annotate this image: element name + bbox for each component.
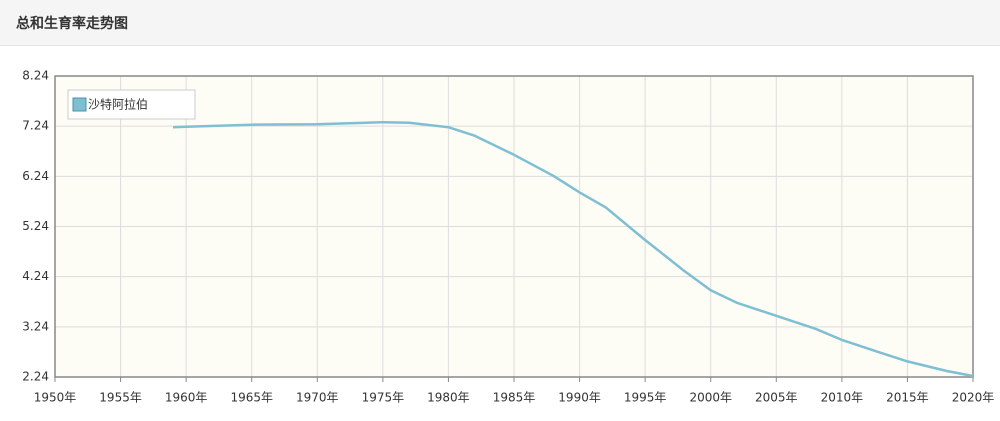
legend-label: 沙特阿拉伯	[88, 97, 148, 112]
y-tick-label: 6.24	[22, 169, 49, 183]
x-tick-label: 1950年	[34, 391, 77, 405]
legend-box	[67, 89, 196, 120]
x-tick-label: 1980年	[427, 391, 470, 405]
y-tick-label: 8.24	[22, 69, 49, 83]
y-tick-label: 3.24	[22, 319, 49, 333]
plot-frame	[54, 75, 974, 378]
x-tick-label: 2020年	[952, 391, 995, 405]
x-tick-label: 2010年	[821, 391, 864, 405]
x-tick-label: 1990年	[558, 391, 601, 405]
x-tick-label: 1995年	[624, 391, 667, 405]
y-tick-label: 2.24	[22, 370, 49, 384]
header: 总和生育率走势图	[0, 0, 1000, 46]
y-tick-label: 5.24	[22, 219, 49, 233]
x-tick-label: 2005年	[755, 391, 798, 405]
x-tick-label: 1965年	[230, 391, 273, 405]
chart-title: 总和生育率走势图	[16, 16, 128, 32]
legend-swatch	[72, 97, 87, 112]
x-tick-label: 1955年	[99, 391, 142, 405]
x-tick-label: 2015年	[886, 391, 929, 405]
x-tick-label: 1960年	[165, 391, 208, 405]
x-tick-label: 2000年	[689, 391, 732, 405]
x-tick-label: 1975年	[362, 391, 405, 405]
x-tick-label: 1970年	[296, 391, 339, 405]
y-tick-label: 7.24	[22, 119, 49, 133]
data-line	[172, 120, 974, 378]
x-tick-label: 1985年	[493, 391, 536, 405]
y-tick-label: 4.24	[22, 269, 49, 283]
